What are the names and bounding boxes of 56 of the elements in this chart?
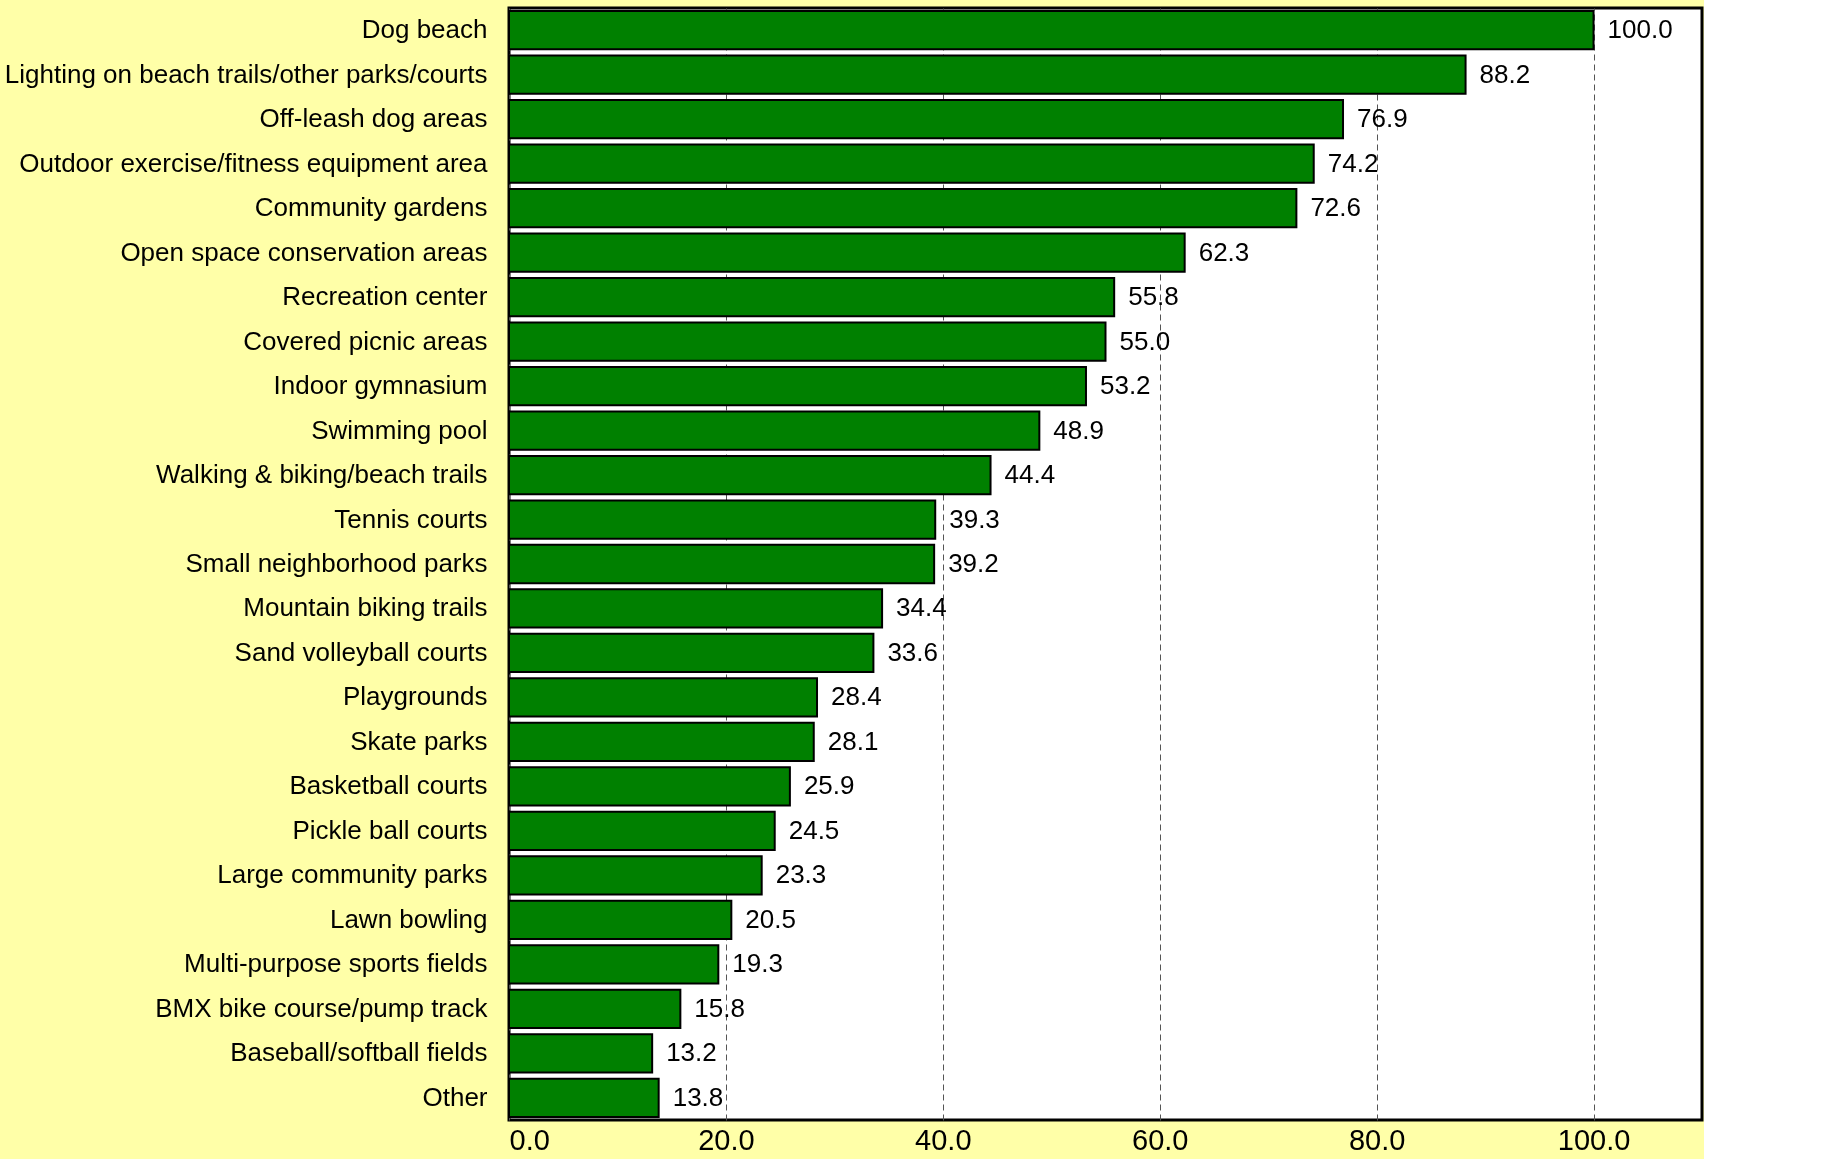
y-tick-label: Small neighborhood parks xyxy=(185,548,488,578)
y-tick-label: Outdoor exercise/fitness equipment area xyxy=(19,147,489,178)
y-tick-label: Pickle ball courts xyxy=(292,814,488,845)
data-label: 34.4 xyxy=(896,592,947,623)
y-tick-label: Sand volleyball courts xyxy=(234,636,488,667)
y-tick-label: Indoor gymnasium xyxy=(273,370,488,401)
data-label: 13.2 xyxy=(666,1037,717,1068)
y-tick-label: Community gardens xyxy=(254,192,488,223)
y-tick-label: Walking & biking/beach trails xyxy=(156,459,488,490)
y-tick-label: Mountain biking trails xyxy=(243,592,488,623)
y-tick-label: Tennis courts xyxy=(334,503,488,534)
data-label: 24.5 xyxy=(788,814,840,845)
data-label: 28.4 xyxy=(831,681,882,712)
y-tick-label: Baseball/softball fields xyxy=(230,1037,488,1068)
y-tick-label: Covered picnic areas xyxy=(243,325,488,356)
y-tick-label: Open space conservation areas xyxy=(120,236,488,267)
data-label: 33.6 xyxy=(887,636,939,667)
data-label: 55.8 xyxy=(1128,281,1179,312)
data-label: 28.1 xyxy=(827,725,879,756)
y-tick-label: Other xyxy=(422,1081,488,1112)
y-tick-label: Large community parks xyxy=(217,859,488,890)
data-label: 20.5 xyxy=(745,903,796,934)
x-tick-label: 20.0 xyxy=(698,1123,755,1156)
data-label: 44.4 xyxy=(1004,459,1056,490)
data-label: 48.9 xyxy=(1053,414,1104,445)
data-label: 15.8 xyxy=(694,992,745,1023)
x-tick-label: 60.0 xyxy=(1132,1123,1189,1156)
y-tick-label: Playgrounds xyxy=(342,681,488,712)
data-label: 39.3 xyxy=(949,503,1000,534)
data-label: 74.2 xyxy=(1327,147,1379,178)
data-label: 62.3 xyxy=(1198,236,1250,267)
data-label: 23.3 xyxy=(775,859,827,890)
data-label: 53.2 xyxy=(1099,370,1151,401)
data-label: 19.3 xyxy=(732,948,783,979)
y-tick-label: Skate parks xyxy=(350,725,488,756)
x-tick-label: 0.0 xyxy=(509,1123,550,1156)
y-tick-label: Basketball courts xyxy=(289,770,488,801)
data-label: 100.0 xyxy=(1607,14,1673,45)
y-tick-label: Dog beach xyxy=(361,14,488,45)
x-tick-label: 40.0 xyxy=(915,1123,972,1156)
data-label: 13.8 xyxy=(672,1081,724,1112)
data-label: 76.9 xyxy=(1357,103,1408,134)
y-tick-label: Recreation center xyxy=(282,281,488,312)
y-tick-label: Lighting on beach trails/other parks/courts xyxy=(4,58,488,89)
data-label: 55.0 xyxy=(1119,325,1171,356)
data-label: 25.9 xyxy=(803,770,855,801)
y-tick-label: Multi-purpose sports fields xyxy=(184,948,488,979)
y-tick-label: Lawn bowling xyxy=(329,903,488,934)
y-tick-label: Off-leash dog areas xyxy=(259,103,488,134)
y-tick-label: BMX bike course/pump track xyxy=(155,992,489,1023)
data-label: 39.2 xyxy=(948,548,999,578)
data-label: 72.6 xyxy=(1310,192,1361,223)
x-tick-label: 100.0 xyxy=(1557,1123,1631,1156)
y-tick-label: Swimming pool xyxy=(311,414,488,445)
data-label: 88.2 xyxy=(1479,58,1531,89)
x-tick-label: 80.0 xyxy=(1348,1123,1406,1156)
